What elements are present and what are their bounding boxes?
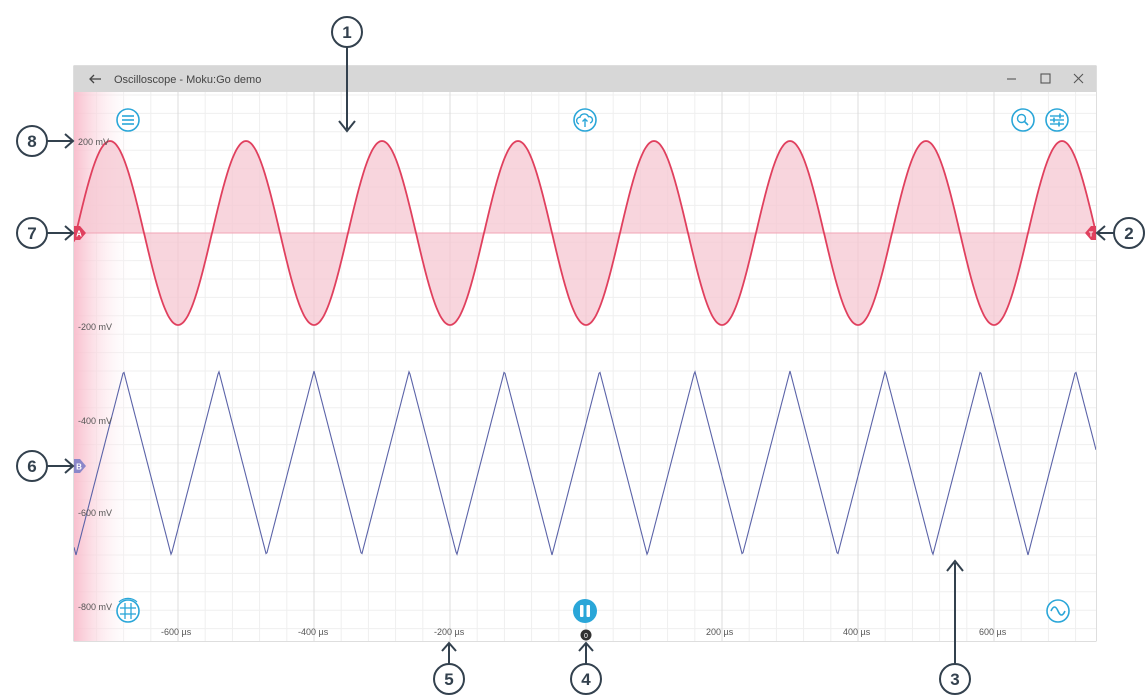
callout-number: 6 bbox=[27, 457, 36, 476]
callout-number: 1 bbox=[342, 23, 351, 42]
search-icon[interactable] bbox=[1011, 108, 1035, 132]
title-bar: Oscilloscope - Moku:Go demo bbox=[74, 66, 1096, 92]
close-icon[interactable] bbox=[1073, 73, 1084, 84]
y-tick-label: -400 mV bbox=[78, 416, 112, 426]
y-tick-label: 200 mV bbox=[78, 137, 109, 147]
maximize-icon[interactable] bbox=[1040, 73, 1051, 84]
channel-b-offset-marker[interactable]: B bbox=[74, 459, 86, 473]
x-tick-label: -600 µs bbox=[161, 627, 192, 637]
channel-b-label: B bbox=[76, 463, 82, 472]
menu-icon[interactable] bbox=[116, 108, 140, 132]
x-tick-label: -200 µs bbox=[434, 627, 465, 637]
channel-a-line bbox=[74, 140, 1096, 326]
y-tick-label: -800 mV bbox=[78, 602, 112, 612]
y-tick-label: -600 mV bbox=[78, 508, 112, 518]
callout-3: 3 bbox=[939, 559, 971, 695]
grid-icon[interactable] bbox=[116, 597, 140, 623]
callout-number: 8 bbox=[27, 132, 36, 151]
callout-number: 2 bbox=[1124, 224, 1133, 243]
channel-b-triangle-trace bbox=[74, 370, 1096, 556]
plot-area[interactable] bbox=[74, 92, 1096, 641]
trigger-level-marker[interactable]: T bbox=[1085, 226, 1096, 240]
callout-7: 7 bbox=[16, 217, 75, 249]
major-gridlines bbox=[177, 92, 995, 641]
callout-4: 4 bbox=[570, 641, 602, 695]
x-tick-label: 400 µs bbox=[843, 627, 871, 637]
callout-5: 5 bbox=[433, 641, 465, 695]
cloud-upload-icon[interactable] bbox=[573, 108, 597, 132]
x-tick-label: -400 µs bbox=[298, 627, 329, 637]
channel-b-line bbox=[74, 370, 1096, 556]
time-zero-label: 0 bbox=[584, 633, 588, 640]
callout-6: 6 bbox=[16, 450, 75, 482]
trigger-label: T bbox=[1089, 232, 1094, 239]
channel-a-offset-marker[interactable]: A bbox=[74, 226, 86, 240]
time-zero-marker[interactable]: 0 bbox=[580, 629, 592, 641]
y-axis-labels: 200 mV -200 mV -400 mV -600 mV -800 mV bbox=[78, 137, 112, 612]
window-title: Oscilloscope - Moku:Go demo bbox=[114, 74, 261, 86]
sliders-icon[interactable] bbox=[1045, 108, 1069, 132]
x-tick-label: 600 µs bbox=[979, 627, 1007, 637]
callout-number: 5 bbox=[444, 670, 453, 689]
sine-wave-icon[interactable] bbox=[1046, 599, 1070, 623]
back-arrow-icon[interactable] bbox=[89, 74, 101, 84]
pause-icon[interactable] bbox=[573, 599, 597, 623]
callout-number: 4 bbox=[581, 670, 591, 689]
callout-1: 1 bbox=[331, 16, 363, 133]
channel-a-sine-trace bbox=[74, 140, 1096, 326]
callout-2: 2 bbox=[1095, 217, 1145, 249]
callout-number: 7 bbox=[27, 224, 36, 243]
callout-number: 3 bbox=[950, 670, 959, 689]
x-tick-label: 200 µs bbox=[706, 627, 734, 637]
x-axis-labels: -600 µs -400 µs -200 µs 200 µs 400 µs 60… bbox=[161, 627, 1007, 637]
y-tick-label: -200 mV bbox=[78, 322, 112, 332]
channel-a-label: A bbox=[76, 230, 82, 239]
callout-8: 8 bbox=[16, 125, 75, 157]
